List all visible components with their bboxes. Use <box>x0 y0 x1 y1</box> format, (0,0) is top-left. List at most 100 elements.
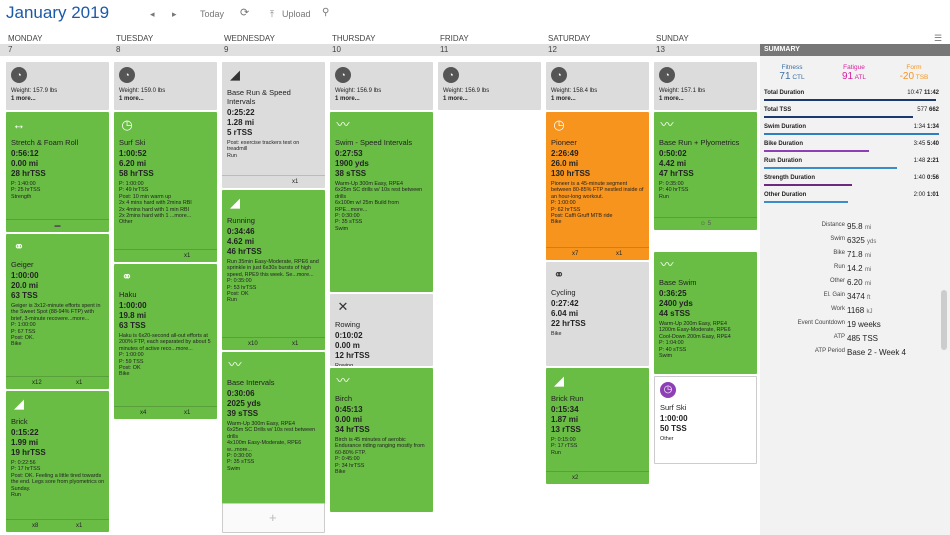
workout-title[interactable]: Pioneer <box>551 138 577 147</box>
workout-title[interactable]: Surf Ski <box>119 138 146 147</box>
device-count[interactable]: x8 <box>32 523 39 529</box>
workout-metric: 1:00:00 <box>119 301 147 310</box>
device-count[interactable]: x4 <box>140 410 147 416</box>
add-workout-button[interactable]: + <box>222 503 325 533</box>
more-link[interactable]: 1 more... <box>551 96 576 102</box>
workout-title[interactable]: Brick Run <box>551 394 584 403</box>
workout-title[interactable]: Cycling <box>551 288 576 297</box>
refresh-icon[interactable]: ⟳ <box>240 7 250 19</box>
workout-title[interactable]: Base Intervals <box>227 378 275 387</box>
workout-metric: 2025 yds <box>227 399 261 408</box>
comment-count[interactable]: x1 <box>76 380 83 386</box>
workout-metric: 26.0 mi <box>551 159 579 168</box>
comment-icon[interactable]: ☺ 5 <box>699 221 712 227</box>
comment-icon[interactable]: ▬ <box>54 223 61 229</box>
comment-count[interactable]: x1 <box>292 341 299 347</box>
stat-unit: mi <box>864 267 872 273</box>
summary-completed: 1:34 <box>926 124 939 130</box>
search-icon[interactable]: ⚲ <box>322 7 330 18</box>
device-count[interactable]: x7 <box>572 251 579 257</box>
workout-card[interactable]: 〰 Base Intervals 0:30:06 2025 yds 39 sTSS War… <box>222 352 325 507</box>
workout-card[interactable]: 〰 Base Swim 0:36:25 2400 yds 44 sTSS Warm-Up … <box>654 252 757 374</box>
workout-card[interactable]: ◢ Brick 0:15:22 1.99 mi 19 hrTSS P: 0:22:56 P… <box>6 391 109 532</box>
workout-card[interactable]: ↔ Stretch & Foam Roll 0:56:12 0.00 mi 28 hrT… <box>6 112 109 232</box>
workout-metric: 0.00 mi <box>11 159 39 168</box>
upload-button[interactable]: Upload <box>282 9 311 19</box>
workout-title[interactable]: Brick <box>11 417 28 426</box>
menu-icon[interactable]: ☰ <box>934 33 943 43</box>
workout-card[interactable]: ◔ Weight: 158.4 lbs 1 more... <box>546 62 649 110</box>
workout-metric: 4.62 mi <box>227 237 255 246</box>
workout-card[interactable]: ◔ Weight: 157.1 lbs 1 more... <box>654 62 757 110</box>
workout-card[interactable]: ◔ Weight: 157.9 lbs 1 more... <box>6 62 109 110</box>
workout-card[interactable]: ⚭ Geiger 1:00:00 20.0 mi 63 TSS Geiger is 3x1… <box>6 234 109 389</box>
workout-description: Post: exercise trackers test on treadmil… <box>227 140 300 159</box>
month-title: January 2019 <box>6 3 110 22</box>
comment-count[interactable]: x1 <box>184 410 191 416</box>
workout-card[interactable]: 〰 Swim - Speed Intervals 0:27:53 1900 yds 38… <box>330 112 433 292</box>
summary-completed: 2:21 <box>926 158 939 164</box>
device-count[interactable]: x10 <box>248 341 258 347</box>
workout-title[interactable]: Base Run & Speed Intervals <box>227 88 291 106</box>
summary-row-label: Swim Duration <box>764 124 807 130</box>
workout-metric: 1:00:00 <box>11 271 39 280</box>
more-link[interactable]: 1 more... <box>119 96 144 102</box>
more-link[interactable]: 1 more... <box>659 96 684 102</box>
workout-metric: 0:45:13 <box>335 405 363 414</box>
comment-count[interactable]: x1 <box>76 523 83 529</box>
workout-card[interactable]: ◢ Brick Run 0:15:34 1.87 mi 13 rTSS P: 0:15:0… <box>546 368 649 484</box>
comment-count[interactable]: x1 <box>616 251 623 257</box>
workout-card[interactable]: ◢ Base Run & Speed Intervals 0:25:22 1.28 m… <box>222 62 325 188</box>
workout-title[interactable]: Geiger <box>11 260 34 269</box>
workout-card[interactable]: ◔ Weight: 156.9 lbs 1 more... <box>330 62 433 110</box>
device-count[interactable]: x12 <box>32 380 42 386</box>
workout-metric: 63 TSS <box>119 321 146 330</box>
day-header: MONDAY <box>8 34 43 43</box>
more-link[interactable]: 1 more... <box>11 96 36 102</box>
workout-title[interactable]: Surf Ski <box>660 403 687 412</box>
workout-title[interactable]: Birch <box>335 394 353 403</box>
workout-title[interactable]: Rowing <box>335 320 361 329</box>
workout-card[interactable]: 〰 Base Run + Plyometrics 0:50:02 4.42 mi 47 … <box>654 112 757 230</box>
workout-title[interactable]: Swim - Speed Intervals <box>335 138 413 147</box>
summary-row: Total TSS 577 662 <box>764 107 939 113</box>
stat-value: 14.2 <box>847 264 863 273</box>
workout-card[interactable]: ◷ Pioneer 2:26:49 26.0 mi 130 hrTSS Pioneer i… <box>546 112 649 260</box>
summary-planned: 2:00 <box>913 192 926 198</box>
workout-card[interactable]: ⚭ Haku 1:00:00 19.8 mi 63 TSS Haku is 6x20-se… <box>114 264 217 419</box>
workout-card[interactable]: ◔ Weight: 156.9 lbs 1 more... <box>438 62 541 110</box>
workout-title[interactable]: Base Swim <box>659 278 697 287</box>
workout-card[interactable]: ◷ Surf Ski 1:00:00 50 TSS Other <box>654 376 757 464</box>
fatigue-box: Fatigue 91 ATL <box>826 64 882 82</box>
workout-card[interactable]: ◔ Weight: 159.0 lbs 1 more... <box>114 62 217 110</box>
workout-title[interactable]: Base Run + Plyometrics <box>659 138 740 147</box>
prev-month-button[interactable]: ◂ <box>150 9 155 19</box>
comment-count[interactable]: x1 <box>292 179 299 185</box>
upload-icon[interactable]: ⤒ <box>270 9 274 19</box>
workout-card[interactable]: ✕ Rowing 0:10:02 0.00 m 12 hrTSS Rowing <box>330 294 433 366</box>
scrollbar[interactable] <box>941 290 947 350</box>
stat-unit: ft <box>867 295 871 301</box>
workout-title[interactable]: Running <box>227 216 255 225</box>
form-value: -20 <box>899 71 915 82</box>
workout-metric: 47 hrTSS <box>659 169 694 178</box>
summary-progress-bar <box>764 167 897 169</box>
workout-metric: 0:34:46 <box>227 227 255 236</box>
workout-card[interactable]: ◢ Running 0:34:46 4.62 mi 46 hrTSS Run 35min … <box>222 190 325 350</box>
summary-title: SUMMARY <box>760 44 950 56</box>
today-button[interactable]: Today <box>200 9 225 19</box>
workout-card[interactable]: ⚭ Cycling 0:27:42 6.04 mi 22 hrTSS Bike <box>546 262 649 366</box>
more-link[interactable]: 1 more... <box>335 96 360 102</box>
next-month-button[interactable]: ▸ <box>172 9 177 19</box>
summary-row-label: Total Duration <box>764 90 805 96</box>
workout-title[interactable]: Haku <box>119 290 137 299</box>
summary-planned: 1:40 <box>913 175 926 181</box>
workout-title[interactable]: Stretch & Foam Roll <box>11 138 79 147</box>
more-link[interactable]: 1 more... <box>443 96 468 102</box>
workout-metric: 6.04 mi <box>551 309 579 318</box>
device-count[interactable]: x2 <box>572 475 579 481</box>
workout-card[interactable]: 〰 Birch 0:45:13 0.00 mi 34 hrTSS Birch is 45 … <box>330 368 433 512</box>
comment-count[interactable]: x1 <box>184 253 191 259</box>
workout-card[interactable]: ◷ Surf Ski 1:00:52 6.20 mi 58 hrTSS P: 1:00:0… <box>114 112 217 262</box>
stat-label: Event Countdown <box>797 320 845 326</box>
